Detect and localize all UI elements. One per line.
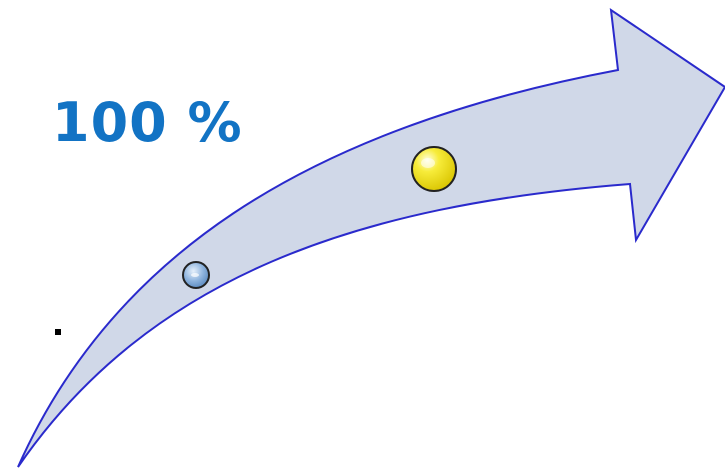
small-marker — [182, 261, 210, 289]
bullet-dot — [55, 329, 61, 335]
large-marker — [411, 146, 457, 192]
curved-arrow — [17, 7, 725, 468]
percent-label: 100 % — [52, 91, 243, 154]
